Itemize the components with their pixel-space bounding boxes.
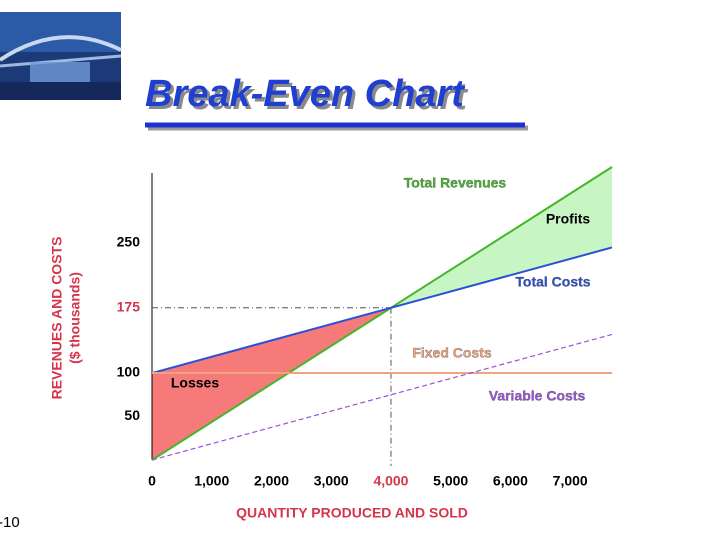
y-axis-label: ($ thousands) bbox=[67, 272, 83, 364]
chart-title: Break-Even Chart bbox=[145, 73, 465, 115]
x-tick-label: 6,000 bbox=[493, 473, 528, 489]
y-tick-label: 250 bbox=[117, 233, 141, 249]
series-line bbox=[151, 246, 613, 374]
series-label: Total Revenues bbox=[404, 175, 507, 191]
y-tick-label: 50 bbox=[124, 407, 140, 423]
x-tick-label: 4,000 bbox=[373, 473, 408, 489]
y-tick-label: 100 bbox=[117, 364, 141, 380]
y-tick-label: 175 bbox=[117, 299, 141, 315]
series-label: Variable Costs bbox=[489, 388, 586, 404]
x-tick-label: 3,000 bbox=[314, 473, 349, 489]
series-label: Fixed Costs bbox=[412, 345, 492, 361]
x-tick-label: 0 bbox=[148, 473, 156, 489]
x-axis-label: QUANTITY PRODUCED AND SOLD bbox=[236, 505, 468, 521]
x-tick-label: 1,000 bbox=[194, 473, 229, 489]
series-line bbox=[151, 166, 613, 461]
x-tick-label: 7,000 bbox=[553, 473, 588, 489]
photo bbox=[0, 12, 122, 100]
profit-label: Profits bbox=[546, 211, 591, 227]
series-line bbox=[151, 333, 613, 461]
y-axis-label: REVENUES AND COSTS bbox=[49, 237, 65, 400]
slide-number: -10 bbox=[0, 514, 20, 531]
series-label: Total Costs bbox=[515, 274, 590, 290]
x-tick-label: 2,000 bbox=[254, 473, 289, 489]
title-shadow: Break-Even Chart bbox=[148, 76, 468, 118]
x-tick-label: 5,000 bbox=[433, 473, 468, 489]
loss-label: Losses bbox=[171, 375, 219, 391]
